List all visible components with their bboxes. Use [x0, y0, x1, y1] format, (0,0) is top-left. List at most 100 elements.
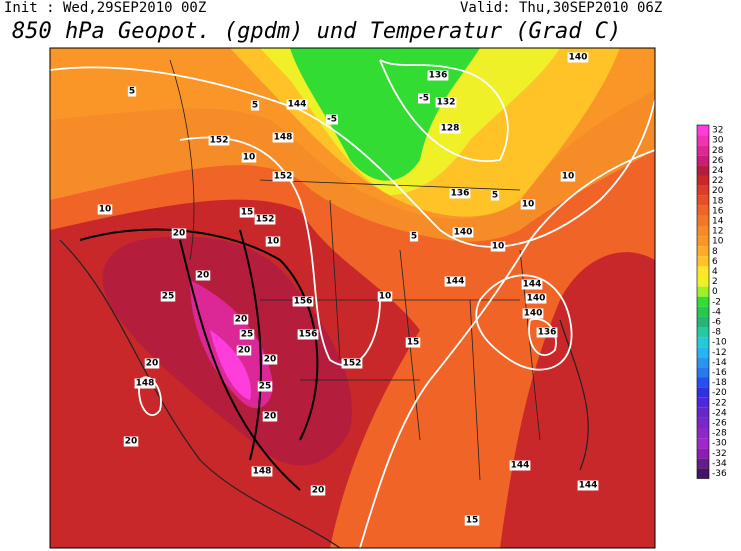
height-label: 148: [253, 467, 272, 477]
colorbar-band: [697, 215, 709, 226]
colorbar-band: [697, 226, 709, 237]
temperature-label: -5: [419, 94, 429, 104]
colorbar-label: 32: [712, 126, 723, 136]
colorbar-label: 20: [712, 186, 724, 196]
colorbar-band: [697, 306, 709, 317]
height-label: 140: [524, 309, 543, 319]
colorbar-label: -14: [712, 358, 727, 368]
colorbar-band: [697, 266, 709, 277]
colorbar-band: [697, 347, 709, 358]
label-bg: [439, 123, 461, 134]
label-bg: [444, 276, 466, 287]
label-bg: [490, 190, 500, 201]
colorbar-band: [697, 286, 709, 297]
map: [50, 48, 655, 548]
colorbar-band: [697, 316, 709, 327]
height-label: 128: [441, 124, 460, 134]
colorbar-band: [697, 256, 709, 267]
temperature-label: -5: [327, 115, 337, 125]
label-bg: [418, 93, 430, 104]
colorbar-label: 22: [712, 176, 723, 186]
temperature-label: 20: [312, 486, 325, 496]
label-bg: [341, 358, 363, 369]
temperature-label: 20: [197, 271, 210, 281]
label-bg: [427, 70, 449, 81]
height-label: 152: [256, 215, 275, 225]
colorbar-band: [697, 195, 709, 206]
colorbar-label: 30: [712, 136, 724, 146]
label-bg: [123, 436, 139, 447]
temperature-label: 10: [99, 205, 112, 215]
height-label: 144: [288, 100, 307, 110]
height-label: 144: [446, 277, 465, 287]
temperature-label: 5: [492, 191, 498, 201]
colorbar-label: -10: [712, 338, 727, 348]
colorbar-label: 0: [712, 287, 718, 297]
label-bg: [97, 204, 113, 215]
colorbar-band: [697, 387, 709, 398]
label-bg: [490, 241, 506, 252]
temperature-label: 20: [235, 315, 248, 325]
colorbar-label: 18: [712, 196, 724, 206]
height-label: 144: [523, 280, 542, 290]
colorbar-band: [697, 205, 709, 216]
colorbar-frame: [696, 124, 710, 479]
label-bg: [254, 214, 276, 225]
colorbar-band: [697, 236, 709, 247]
temperature-label: 20: [146, 359, 159, 369]
colorbar-band: [697, 276, 709, 287]
colorbar-label: 8: [712, 247, 718, 257]
colorbar-label: 28: [712, 146, 724, 156]
colorbar-label: 12: [712, 227, 723, 237]
label-bg: [236, 345, 252, 356]
label-bg: [144, 358, 160, 369]
height-label: 140: [569, 53, 588, 63]
colorbar-band: [697, 438, 709, 449]
label-bg: [241, 152, 257, 163]
label-bg: [522, 308, 544, 319]
label-bg: [239, 207, 255, 218]
valid-time: Valid: Thu,30SEP2010 06Z: [460, 0, 662, 16]
temperature-label: 10: [522, 200, 535, 210]
colorbar-band: [697, 145, 709, 156]
label-bg: [292, 296, 314, 307]
temperature-label: 20: [173, 229, 186, 239]
colorbar-band: [697, 367, 709, 378]
label-bg: [536, 327, 558, 338]
colorbar-band: [697, 468, 709, 479]
label-bg: [251, 466, 273, 477]
colorbar-band: [697, 125, 709, 136]
height-label: 144: [579, 481, 598, 491]
label-bg: [520, 199, 536, 210]
colorbar-band: [697, 327, 709, 338]
colorbar-band: [697, 246, 709, 257]
label-bg: [449, 188, 471, 199]
colorbar-label: -12: [712, 348, 727, 358]
temperature-label: 10: [379, 292, 392, 302]
height-label: 152: [274, 172, 293, 182]
colorbar-band: [697, 377, 709, 388]
label-bg: [567, 52, 589, 63]
colorbar-band: [697, 337, 709, 348]
label-bg: [272, 132, 294, 143]
temperature-label: 5: [411, 232, 417, 242]
colorbar-label: -16: [712, 368, 727, 378]
label-bg: [286, 99, 308, 110]
height-label: 152: [210, 136, 229, 146]
colorbar-band: [697, 165, 709, 176]
label-bg: [195, 270, 211, 281]
colorbar-label: 16: [712, 206, 724, 216]
label-bg: [464, 515, 480, 526]
colorbar-label: -18: [712, 378, 727, 388]
colorbar-label: -8: [712, 328, 721, 338]
colorbar-band: [697, 175, 709, 186]
label-bg: [310, 485, 326, 496]
init-time: Init : Wed,29SEP2010 00Z: [4, 0, 206, 16]
colorbar-band: [697, 417, 709, 428]
colorbar-label: -24: [712, 408, 727, 418]
label-bg: [208, 135, 230, 146]
height-label: 140: [527, 294, 546, 304]
colorbar-label: -28: [712, 429, 727, 439]
height-label: 148: [274, 133, 293, 143]
